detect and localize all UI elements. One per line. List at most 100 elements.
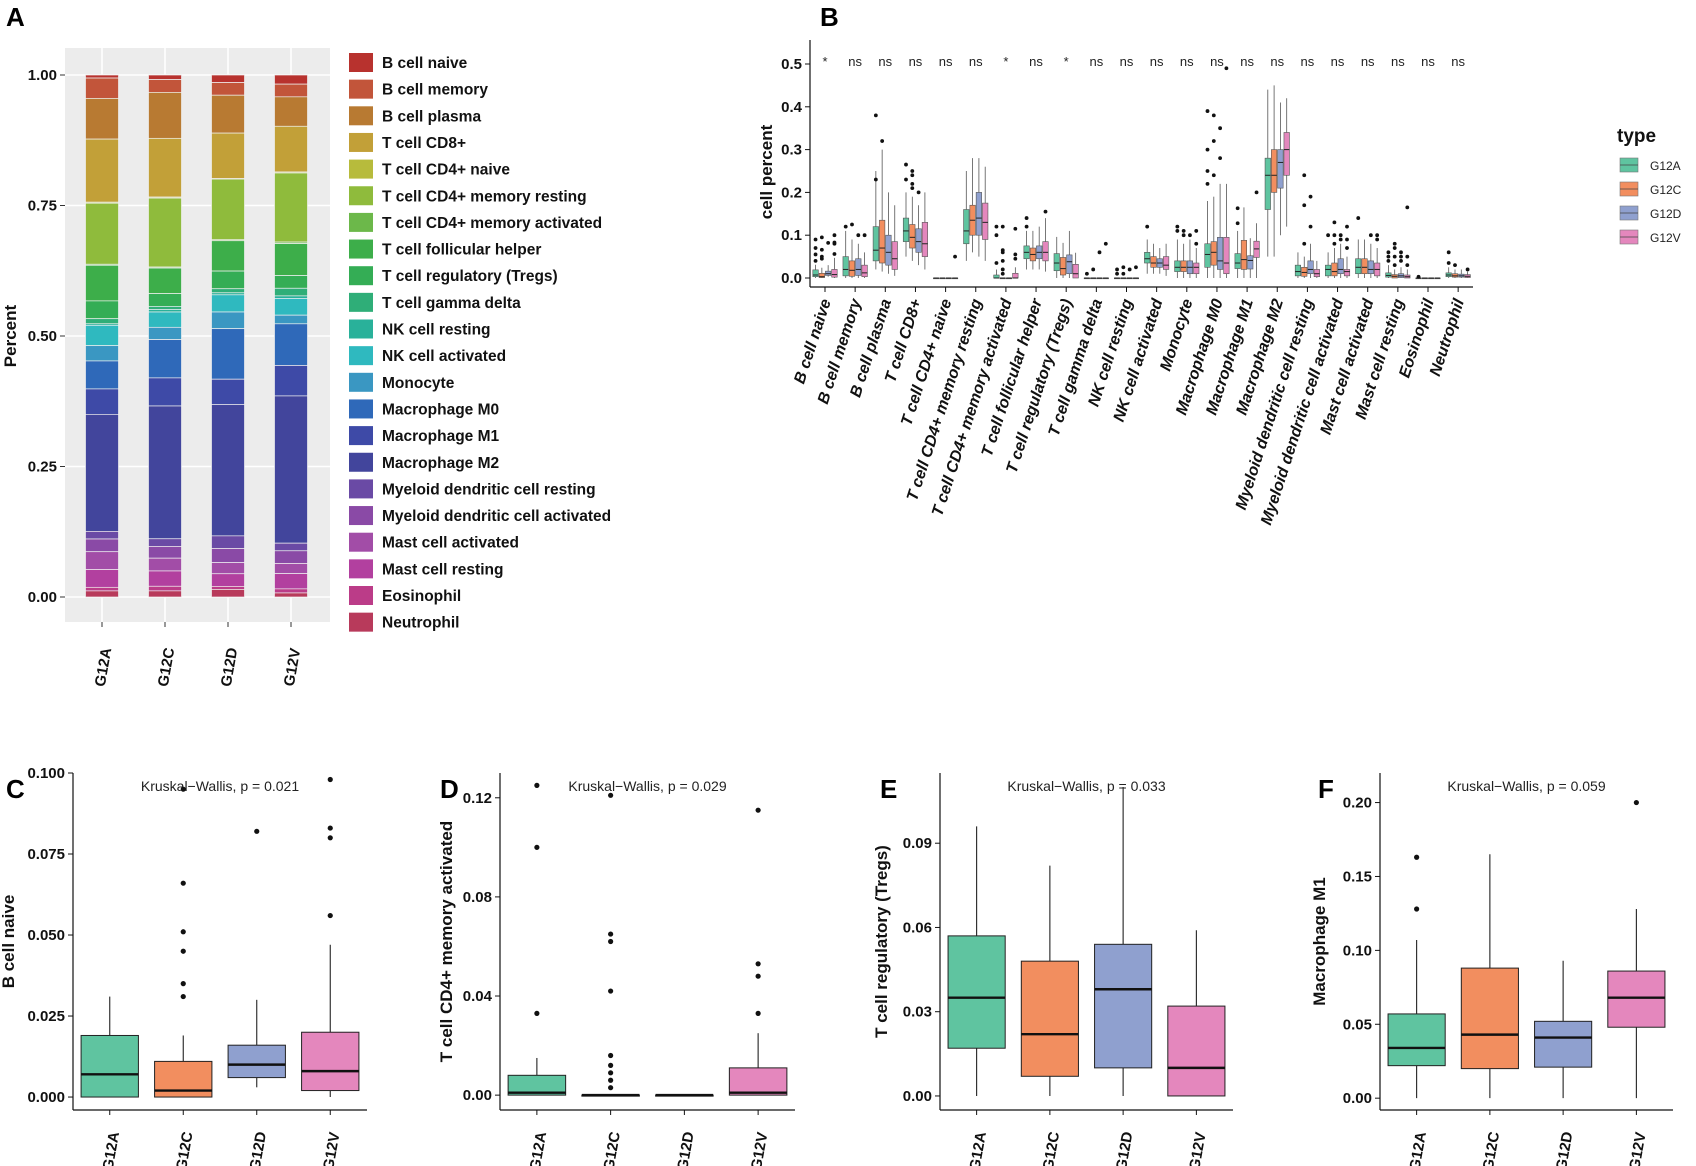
panel-a-bar-segment-g12a-neutrophil bbox=[85, 590, 119, 598]
panel-b-box-b-cell-memory-g12c bbox=[848, 222, 856, 278]
panel-b-box-t-cell-gamma-delta-g12c bbox=[1090, 267, 1097, 280]
panel-d-outlier-point bbox=[608, 931, 614, 937]
panel-b-box-t-cell-gamma-delta-g12v bbox=[1102, 241, 1109, 280]
panel-b-box-body bbox=[1060, 257, 1067, 276]
panel-a-legend-label-macrophage-m1: Macrophage M1 bbox=[382, 428, 500, 445]
panel-a-bar-segment-g12a-t-cell-cd8 bbox=[85, 138, 119, 203]
panel-b-significance-b-cell-naive: * bbox=[822, 54, 827, 69]
panel-b-outlier-point bbox=[1308, 194, 1313, 199]
panel-b-outlier-point bbox=[910, 186, 915, 191]
panel-a-bar-segment-g12c-eosinophil bbox=[148, 585, 182, 592]
panel-b-box-eosinophil-g12c bbox=[1421, 277, 1428, 280]
panel-b-outlier-point bbox=[862, 233, 867, 238]
panel-b-box-t-cell-cd4-memory-resting-g12d bbox=[975, 158, 982, 257]
panel-b-box-macrophage-m1-g12a bbox=[1234, 206, 1241, 278]
panel-d-ytick-label: 0.12 bbox=[463, 790, 492, 807]
panel-e-box-body bbox=[1167, 1005, 1226, 1097]
panel-c-box-g12d bbox=[227, 828, 286, 1088]
panel-c-xtick-label: G12C bbox=[173, 1130, 197, 1166]
panel-a-bar-segment-g12c-myeloid-dendritic-cell-resting bbox=[148, 538, 182, 547]
panel-b-outlier-point bbox=[1211, 139, 1216, 143]
panel-b-outlier-point bbox=[813, 237, 818, 242]
panel-c-ytick-label: 0.075 bbox=[27, 846, 65, 863]
panel-f-y-axis-label: Macrophage M1 bbox=[1310, 877, 1329, 1005]
panel-a-bar-segment-g12v-mast-cell-activated bbox=[274, 563, 308, 574]
panel-c-outlier-point bbox=[180, 948, 186, 954]
panel-c-xtick-label: G12V bbox=[320, 1131, 343, 1166]
panel-a-bar-segment-g12a-b-cell-naive bbox=[85, 74, 119, 79]
panel-a-legend-swatch-macrophage-m2 bbox=[349, 452, 373, 472]
panel-d-outlier-point bbox=[755, 961, 761, 967]
panel-b-box-t-cell-regulatory-tregs-g12v bbox=[1072, 252, 1079, 279]
panel-b-outlier-point bbox=[1188, 233, 1192, 238]
panel-f-box-body bbox=[1534, 1020, 1593, 1068]
panel-a-xtick-label: G12A bbox=[92, 646, 116, 688]
panel-d-outlier-point bbox=[608, 1052, 614, 1059]
panel-b-box-body bbox=[982, 202, 989, 240]
panel-b-box-body bbox=[1193, 262, 1200, 275]
panel-a-bar-segment-g12v-neutrophil bbox=[274, 592, 308, 598]
panel-c-outlier-point bbox=[180, 993, 186, 1000]
panel-b-significance-neutrophil: ns bbox=[1451, 54, 1465, 69]
panel-b-box-body bbox=[818, 272, 825, 278]
panel-b-box-t-cell-gamma-delta-g12a bbox=[1083, 271, 1090, 280]
panel-b-outlier-point bbox=[1453, 263, 1457, 268]
panel-b-legend-label-g12c: G12C bbox=[1650, 183, 1682, 197]
panel-b-outlier-point bbox=[1218, 156, 1222, 161]
panel-b-box-body bbox=[842, 256, 849, 277]
panel-b-outlier-point bbox=[843, 224, 848, 229]
panel-a-xtick-label: G12D bbox=[218, 646, 242, 688]
panel-a-bar-segment-g12a-mast-cell-activated bbox=[85, 551, 119, 570]
panel-a-legend-label-macrophage-m0: Macrophage M0 bbox=[382, 401, 499, 418]
panel-a-bar-segment-g12v-mast-cell-resting bbox=[274, 573, 308, 590]
panel-b-outlier-point bbox=[1181, 229, 1186, 233]
panel-a-bar-segment-g12a-macrophage-m0 bbox=[85, 360, 119, 390]
panel-a-bar-segment-g12a-t-cell-regulatory-tregs bbox=[85, 300, 119, 320]
panel-f-kruskal-wallis-annotation: Kruskal−Wallis, p = 0.059 bbox=[1447, 778, 1605, 794]
panel-a-bar-segment-g12a-t-cell-cd4-memory-resting bbox=[85, 202, 119, 265]
panel-b-outlier-point bbox=[856, 233, 861, 238]
panel-a-bar-segment-g12v-macrophage-m2 bbox=[274, 395, 308, 544]
panel-b-outlier-point bbox=[1332, 233, 1337, 238]
panel-a-bar-segment-g12c-nk-cell-activated bbox=[148, 311, 182, 328]
panel-a-legend-label-t-cell-cd4-memory-resting: T cell CD4+ memory resting bbox=[382, 188, 587, 205]
panel-b-outlier-point bbox=[1205, 109, 1210, 113]
panel-b-ytick-label: 0.0 bbox=[781, 270, 802, 287]
panel-b-outlier-point bbox=[1302, 173, 1307, 178]
panel-c-box-g12v bbox=[301, 776, 360, 1098]
panel-b-box-t-cell-cd4-memory-resting-g12v bbox=[982, 166, 989, 261]
panel-a-bar-segment-g12c-b-cell-memory bbox=[148, 79, 182, 93]
panel-a-bar-segment-g12v-b-cell-memory bbox=[274, 83, 308, 98]
panel-b-box-t-cell-cd8-g12d bbox=[915, 190, 922, 266]
panel-b-outlier-point bbox=[1465, 267, 1470, 272]
panel-b-outlier-point bbox=[1368, 233, 1373, 238]
panel-a-bar-segment-g12c-mast-cell-resting bbox=[148, 570, 182, 587]
panel-b-box-body bbox=[1355, 258, 1362, 275]
panel-a-legend-label-mast-cell-activated: Mast cell activated bbox=[382, 535, 519, 552]
panel-c-box-g12c bbox=[154, 786, 213, 1098]
panel-b-outlier-point bbox=[1013, 226, 1018, 231]
panel-a-bar-segment-g12d-myeloid-dendritic-cell-activated bbox=[211, 548, 245, 563]
panel-a-stacked-bar-chart: 0.00 0.25 0.50 0.75 1.00 G12A G12C G12D G12V Perc… bbox=[1, 48, 611, 688]
panel-d-outlier-point bbox=[534, 844, 540, 850]
panel-a-bar-segment-g12v-myeloid-dendritic-cell-resting bbox=[274, 542, 308, 552]
panel-c-box-body bbox=[80, 1034, 139, 1098]
panel-c-outlier-point bbox=[254, 828, 260, 834]
panel-b-significance-t-cell-cd4-memory-activated: * bbox=[1003, 54, 1008, 69]
panel-f-box-g12v bbox=[1607, 799, 1666, 1099]
panel-b-box-monocyte-g12c bbox=[1180, 229, 1187, 278]
panel-b-outlier-point bbox=[826, 241, 831, 245]
panel-b-outlier-point bbox=[1181, 233, 1186, 238]
panel-a-bar-segment-g12d-t-cell-regulatory-tregs bbox=[211, 270, 245, 290]
panel-b-box-body bbox=[1277, 149, 1284, 189]
panel-b-box-body bbox=[855, 258, 862, 276]
panel-a-bar-segment-g12c-nk-cell-resting bbox=[148, 309, 182, 313]
panel-c-outlier-point bbox=[327, 912, 333, 919]
panel-c-ytick-label: 0.025 bbox=[27, 1008, 65, 1025]
panel-a-bar-segment-g12a-mast-cell-resting bbox=[85, 569, 119, 588]
panel-e-box-g12c bbox=[1020, 865, 1079, 1096]
panel-b-significance-nk-cell-activated: ns bbox=[1150, 54, 1164, 69]
panel-b-box-body bbox=[963, 209, 970, 245]
panel-b-outlier-point bbox=[819, 254, 824, 259]
